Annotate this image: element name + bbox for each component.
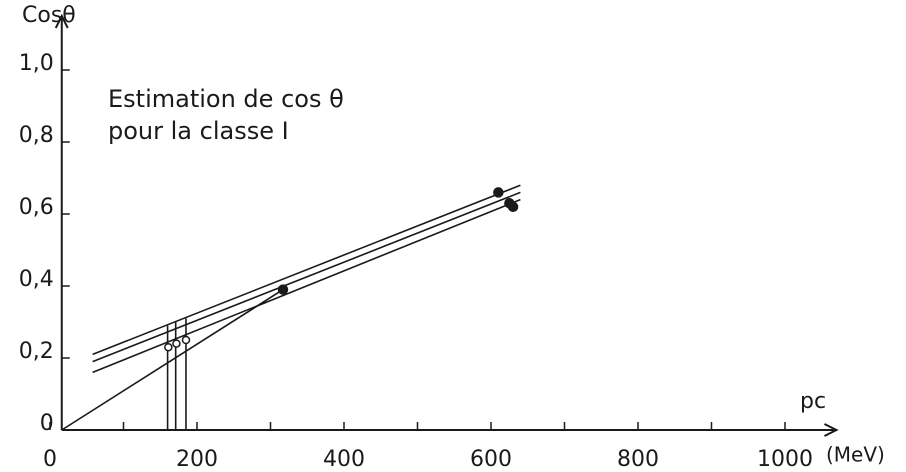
x-tick-label: 1000	[757, 447, 813, 472]
filled-point	[493, 187, 504, 198]
x-axis-label: pc	[800, 389, 826, 414]
x-tick-label: 400	[323, 447, 365, 472]
x-tick-label: 800	[617, 447, 659, 472]
y-arrow	[54, 13, 69, 29]
open-point	[164, 342, 173, 352]
open-point	[172, 339, 181, 348]
x-unit: (MeV)	[826, 443, 885, 467]
data-line	[61, 288, 284, 431]
x-arrow	[824, 423, 839, 437]
open-point	[181, 335, 191, 345]
y-tick-label: 0	[40, 411, 54, 436]
y-tick-label: 0,8	[19, 123, 54, 148]
y-axis-label: Cosθ	[22, 3, 76, 28]
annotation: pour la classe I	[108, 117, 289, 145]
y-tick-label: 0,4	[19, 267, 54, 292]
x-tick-label: 200	[176, 447, 218, 472]
data-line	[92, 198, 521, 374]
filled-point	[277, 284, 289, 295]
y-tick-label: 1,0	[19, 51, 54, 76]
y-tick-label: 0,6	[19, 195, 54, 220]
data-line	[92, 191, 521, 363]
y-tick-label: 0,2	[19, 339, 54, 364]
data-line	[92, 184, 521, 356]
annotation: Estimation de cos θ	[108, 85, 344, 113]
x-tick-label: 600	[470, 447, 512, 472]
filled-point	[507, 201, 519, 213]
x-tick-label: 0	[43, 447, 57, 472]
